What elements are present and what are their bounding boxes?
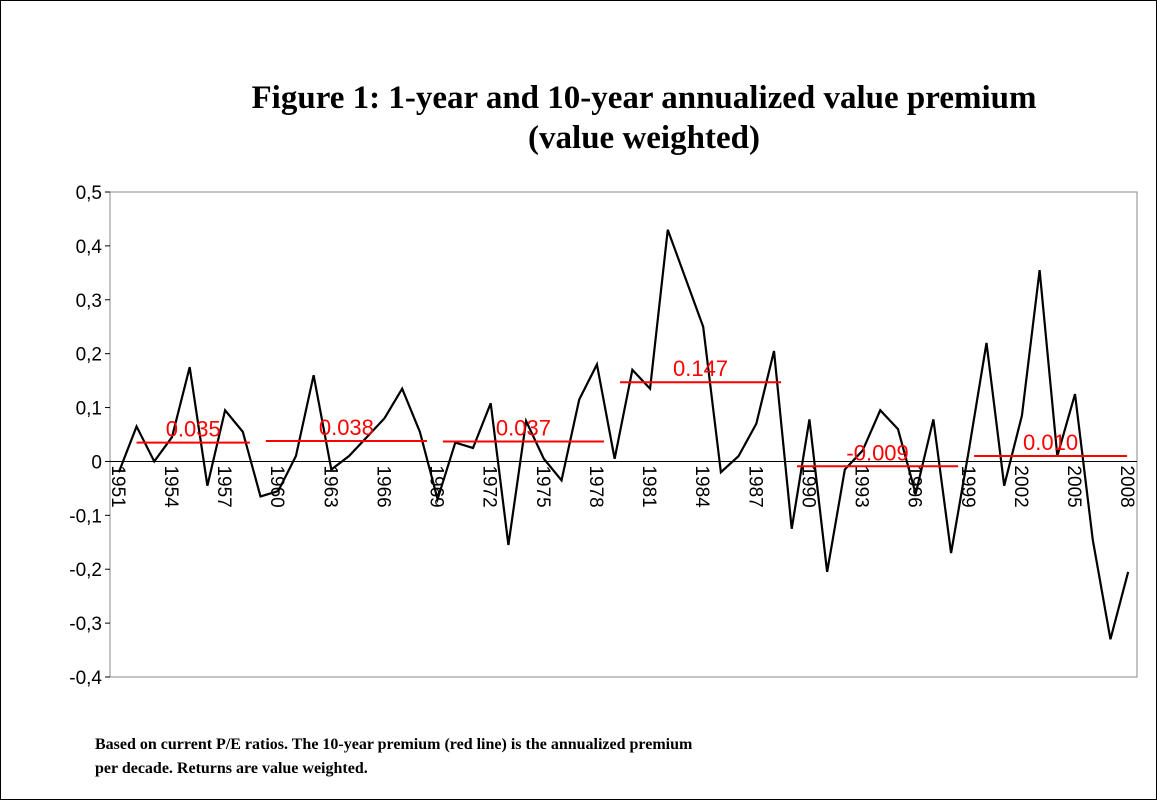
data-label: 0.037 [496, 416, 551, 441]
data-line [117, 229, 1130, 640]
data-label: 0.038 [319, 415, 374, 440]
x-tick-label: 1990 [797, 465, 818, 507]
x-tick-label: 1957 [213, 465, 234, 507]
y-tick-label: 0,5 [76, 183, 102, 204]
x-tick-label: 1969 [426, 465, 447, 507]
chart-title: Figure 1: 1-year and 10-year annualized … [252, 80, 1037, 116]
x-tick-label: 1951 [107, 465, 128, 507]
chart-title: (value weighted) [528, 120, 760, 156]
x-tick-label: 1999 [957, 465, 978, 507]
x-tick-label: 2005 [1063, 465, 1084, 507]
x-tick-label: 1963 [319, 465, 340, 507]
x-tick-label: 1954 [160, 465, 181, 508]
y-tick-label: -0,4 [69, 668, 102, 689]
y-tick-label: 0,2 [76, 345, 102, 366]
footnote: per decade. Returns are value weighted. [95, 760, 368, 777]
x-tick-label: 2002 [1010, 465, 1031, 507]
y-tick-label: 0 [91, 452, 102, 473]
x-tick-label: 1966 [372, 465, 393, 507]
x-tick-label: 1981 [638, 465, 659, 507]
x-tick-label: 1975 [532, 465, 553, 507]
x-tick-label: 1960 [266, 465, 287, 507]
data-label: 0.010 [1023, 430, 1078, 455]
y-tick-label: 0,4 [76, 237, 103, 258]
x-tick-label: 2008 [1116, 465, 1137, 507]
x-tick-label: 1993 [851, 465, 872, 507]
y-tick-label: -0,2 [69, 560, 102, 581]
y-tick-label: 0,1 [76, 399, 102, 420]
data-label: -0.009 [846, 440, 908, 465]
y-tick-label: 0,3 [76, 291, 102, 312]
x-tick-label: 1972 [479, 465, 500, 507]
x-tick-label: 1978 [585, 465, 606, 507]
data-label: 0.147 [673, 356, 728, 381]
footnote: Based on current P/E ratios. The 10-year… [95, 736, 693, 753]
y-tick-label: -0,3 [69, 614, 102, 635]
y-tick-label: -0,1 [69, 506, 102, 527]
x-tick-label: 1987 [744, 465, 765, 507]
plot-area [109, 191, 1138, 678]
x-tick-label: 1984 [691, 465, 712, 508]
data-label: 0.035 [166, 417, 221, 442]
